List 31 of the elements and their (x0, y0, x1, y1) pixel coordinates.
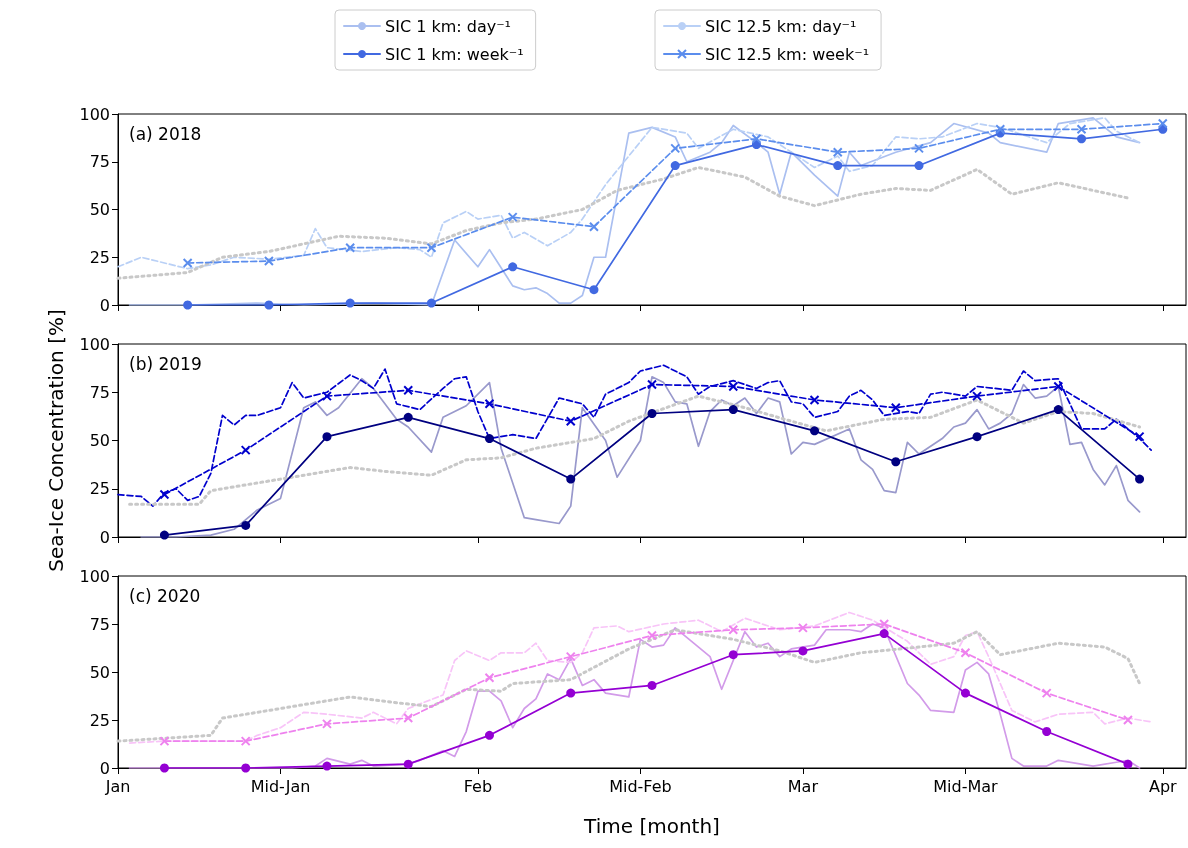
y-tick-label: 75 (89, 152, 110, 172)
text: (a) 2018 (129, 123, 202, 144)
x-tick-label: Mid-Mar (933, 776, 999, 796)
x-tick-label: Mar (787, 776, 819, 796)
y-axis-title: Sea-Ice Concentration [%] (44, 309, 68, 572)
y-tick-label: 0 (99, 758, 110, 778)
y-tick-label: 100 (79, 334, 110, 354)
y-tick-label: 100 (79, 566, 110, 586)
y-tick-label: 75 (89, 614, 110, 634)
x-tick-label: Mid-Jan (250, 776, 311, 796)
y-tick-label: 0 (99, 295, 110, 315)
legend-label: SIC 1 km: day⁻¹ (385, 16, 512, 36)
y-tick-label: 25 (89, 710, 110, 730)
text: (c) 2020 (129, 585, 201, 606)
y-tick-label: 100 (79, 104, 110, 124)
y-tick-label: 50 (89, 431, 110, 450)
legend-label: SIC 12.5 km: week⁻¹ (705, 44, 870, 64)
x-tick-label: Feb (463, 776, 493, 796)
y-tick-label: 50 (89, 662, 110, 682)
y-tick-label: 0 (99, 527, 110, 547)
y-tick-label: 25 (89, 479, 110, 499)
text: (b) 2019 (129, 353, 202, 374)
y-tick-label: 25 (89, 247, 110, 267)
y-tick-label: 50 (89, 200, 110, 219)
x-tick-label: Mid-Feb (609, 776, 672, 796)
x-axis-title: Time [month] (583, 814, 720, 838)
x-tick-label: Jan (104, 776, 131, 796)
x-tick-label: Apr (1148, 776, 1178, 796)
legend-label: SIC 12.5 km: day⁻¹ (705, 16, 857, 36)
y-tick-label: 75 (89, 382, 110, 402)
legend-label: SIC 1 km: week⁻¹ (385, 44, 524, 64)
